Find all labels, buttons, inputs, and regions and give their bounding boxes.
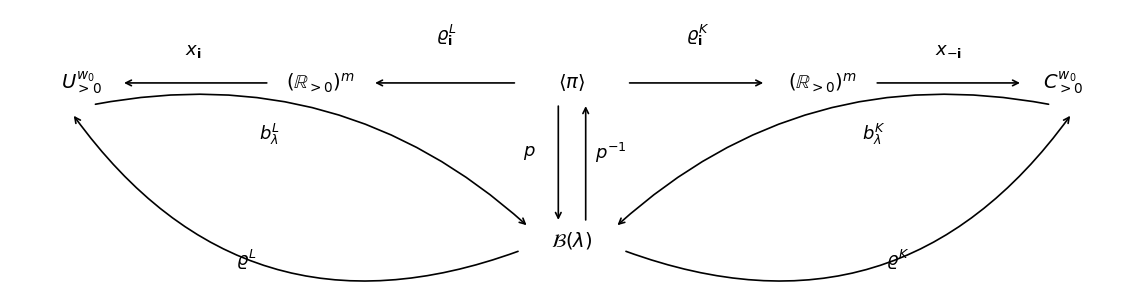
Text: $\varrho_{\mathbf{i}}^{K}$: $\varrho_{\mathbf{i}}^{K}$ (686, 23, 709, 48)
Text: $x_{\mathbf{i}}$: $x_{\mathbf{i}}$ (185, 42, 201, 60)
Text: $b_{\lambda}^{K}$: $b_{\lambda}^{K}$ (863, 122, 887, 147)
Text: $C_{>0}^{w_0}$: $C_{>0}^{w_0}$ (1042, 69, 1082, 96)
Text: $p^{-1}$: $p^{-1}$ (595, 141, 627, 165)
Text: $(\mathbb{R}_{>0})^m$: $(\mathbb{R}_{>0})^m$ (788, 71, 858, 95)
Text: $\varrho^{K}$: $\varrho^{K}$ (885, 248, 909, 272)
Text: $\varrho^{L}$: $\varrho^{L}$ (237, 248, 257, 272)
Text: $(\mathbb{R}_{>0})^m$: $(\mathbb{R}_{>0})^m$ (286, 71, 356, 95)
Text: $\varrho_{\mathbf{i}}^{L}$: $\varrho_{\mathbf{i}}^{L}$ (436, 23, 456, 48)
Text: $U_{>0}^{w_0}$: $U_{>0}^{w_0}$ (61, 69, 102, 96)
Text: $\langle\pi\rangle$: $\langle\pi\rangle$ (558, 73, 586, 93)
Text: $b_{\lambda}^{L}$: $b_{\lambda}^{L}$ (259, 122, 280, 147)
Text: $p$: $p$ (523, 144, 535, 162)
Text: $x_{-\mathbf{i}}$: $x_{-\mathbf{i}}$ (935, 42, 962, 60)
Text: $\mathcal{B}(\lambda)$: $\mathcal{B}(\lambda)$ (551, 230, 593, 251)
